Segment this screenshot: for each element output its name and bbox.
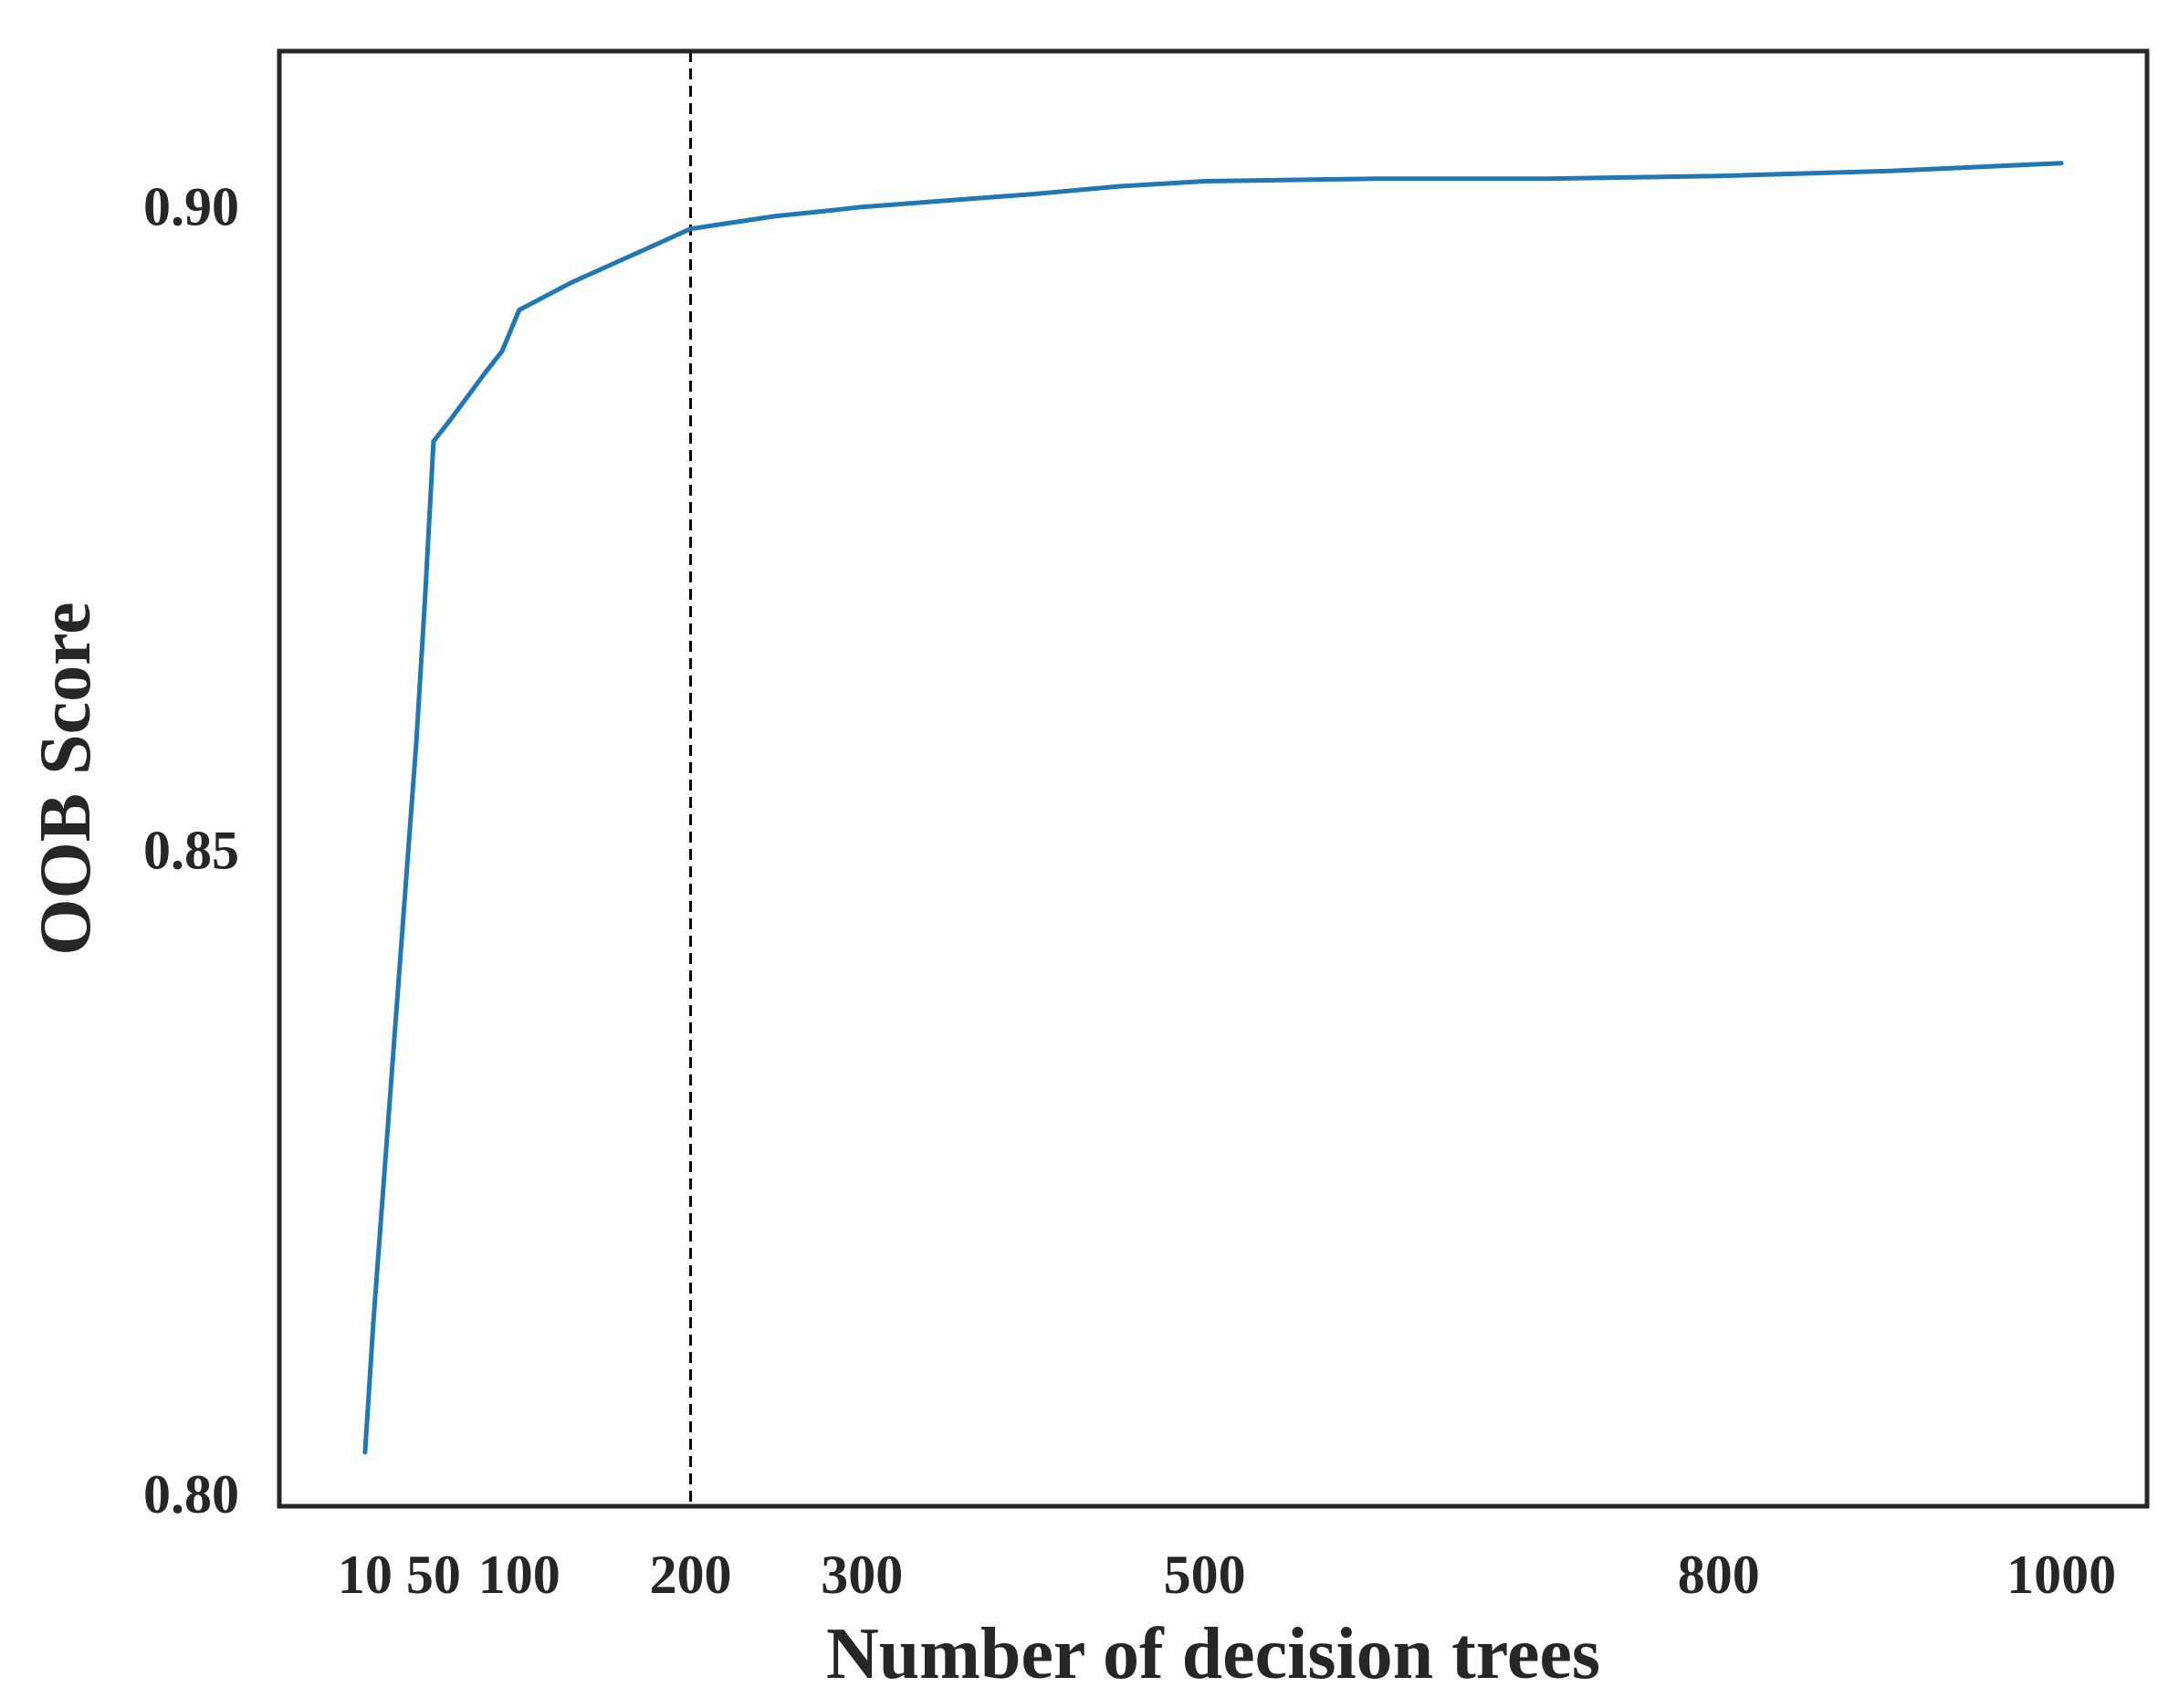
x-tick-label: 100 — [478, 1545, 560, 1605]
y-axis-label: OOB Score — [26, 602, 106, 955]
x-tick-label: 10 — [338, 1545, 393, 1605]
y-tick-label: 0.90 — [143, 176, 239, 236]
axes-frame — [277, 48, 2150, 1509]
x-tick-label: 800 — [1678, 1545, 1760, 1605]
x-tick-label: 50 — [406, 1545, 461, 1605]
x-tick-label: 500 — [1164, 1545, 1246, 1605]
x-tick-label: 1000 — [2006, 1545, 2116, 1605]
x-axis-ticks: 10 50 100 200 300 500 800 1000 — [338, 1545, 2116, 1605]
y-axis-ticks: 0.80 0.85 0.90 — [143, 176, 239, 1525]
oob-score-series-line — [362, 161, 2064, 1455]
y-tick-label: 0.85 — [143, 821, 239, 881]
y-tick-label: 0.80 — [143, 1464, 239, 1525]
x-tick-label: 300 — [821, 1545, 903, 1605]
x-tick-label: 200 — [649, 1545, 731, 1605]
x-axis-label: Number of decision trees — [826, 1614, 1600, 1694]
plot-area — [362, 51, 2064, 1506]
